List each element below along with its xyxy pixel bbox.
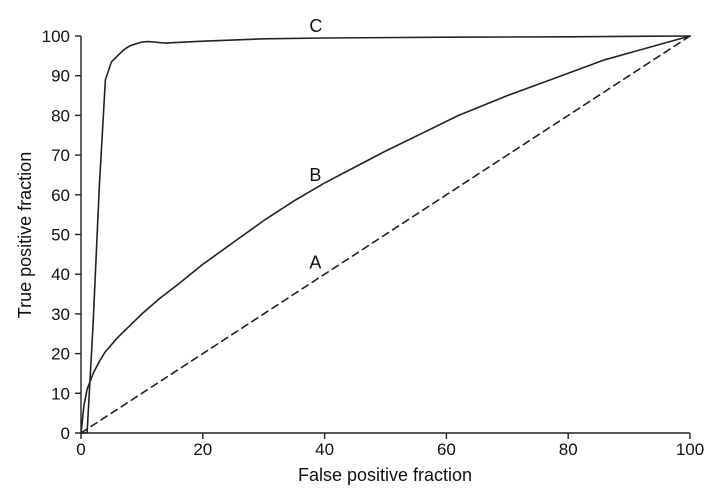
axes: 0 20 40 60 80 100 0 10 20 30 40 50 60 70 80 90 100 [42, 27, 705, 459]
curve-label-a: A [309, 252, 321, 272]
x-tick-label-5: 100 [676, 440, 704, 459]
y-tick-label-0: 0 [61, 424, 70, 443]
y-axis-title: True positive fraction [15, 152, 35, 318]
y-tick-label-4: 40 [51, 265, 70, 284]
y-tick-label-9: 90 [51, 67, 70, 86]
y-tick-label-6: 60 [51, 186, 70, 205]
series-line-c [80, 35, 691, 434]
series-line-a [80, 35, 691, 434]
x-tick-label-2: 40 [315, 440, 334, 459]
y-tick-label-3: 30 [51, 305, 70, 324]
y-tick-label-8: 80 [51, 106, 70, 125]
x-tick-label-0: 0 [76, 440, 85, 459]
x-axis-title: False positive fraction [298, 465, 472, 485]
labels-layer: A B C [309, 16, 322, 272]
y-tick-label-7: 70 [51, 146, 70, 165]
series-layer [80, 35, 691, 434]
y-tick-label-2: 20 [51, 345, 70, 364]
series-line-b [80, 35, 691, 434]
y-tick-label-5: 50 [51, 226, 70, 245]
x-tick-label-1: 20 [193, 440, 212, 459]
y-tick-label-10: 100 [42, 27, 70, 46]
x-tick-label-4: 80 [559, 440, 578, 459]
curve-label-b: B [309, 165, 321, 185]
curve-label-c: C [309, 16, 322, 36]
y-tick-label-1: 10 [51, 384, 70, 403]
x-tick-label-3: 60 [437, 440, 456, 459]
